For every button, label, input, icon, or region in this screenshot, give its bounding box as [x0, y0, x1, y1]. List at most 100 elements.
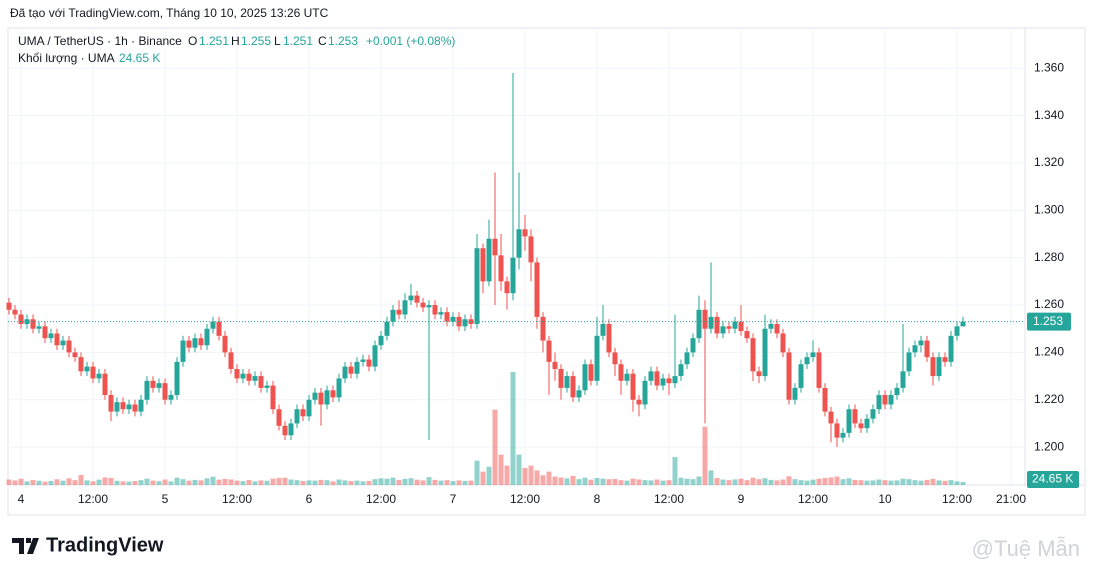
candle-body [918, 340, 924, 346]
volume-bar [384, 478, 390, 485]
volume-bar [420, 480, 426, 485]
candle-body [816, 352, 822, 388]
candle-body [162, 383, 168, 400]
candle-body [192, 338, 198, 348]
volume-bar [636, 479, 642, 485]
volume-bar [282, 477, 288, 485]
volume-bar [90, 481, 96, 485]
volume-bar [660, 480, 666, 485]
volume-bar [210, 476, 216, 485]
candle-body [864, 418, 870, 429]
candle-body [150, 380, 156, 388]
volume-bar [312, 480, 318, 485]
candle-body [492, 238, 498, 256]
volume-bar [252, 481, 258, 485]
volume-bar [792, 479, 798, 485]
high-label: H [231, 34, 240, 48]
volume-bar [822, 477, 828, 485]
candle-body [510, 257, 516, 294]
candle-body [390, 309, 396, 322]
candle-body [372, 345, 378, 367]
volume-bar [474, 460, 480, 485]
candle-body [732, 321, 738, 329]
volume-bar [804, 480, 810, 485]
x-tick-label: 10 [878, 492, 892, 506]
candle-body [420, 302, 426, 308]
volume-bar [564, 478, 570, 485]
candle-body [762, 328, 768, 377]
candle-body [120, 402, 126, 410]
volume-layer [6, 372, 966, 485]
candle-body [78, 357, 84, 372]
candle-body [450, 316, 456, 322]
logo: TradingView [12, 534, 164, 556]
candle-body [636, 399, 642, 405]
candle-body [222, 335, 228, 353]
volume-bar [876, 479, 882, 485]
volume-bar [96, 479, 102, 485]
candle-body [876, 395, 882, 410]
volume-bar [432, 479, 438, 485]
candle-body [474, 248, 480, 324]
volume-bar [882, 480, 888, 485]
volume-bar [222, 478, 228, 485]
volume-tag [1027, 471, 1079, 488]
candle-body [540, 316, 546, 341]
candle-body [774, 323, 780, 334]
volume-bar [504, 465, 510, 485]
candle-body [882, 395, 888, 405]
candle-body [498, 255, 504, 282]
candle-body [342, 366, 348, 379]
candle-body [60, 340, 66, 346]
volume-bar [318, 479, 324, 485]
y-tick-label: 1.200 [1034, 439, 1064, 453]
volume-bar [342, 480, 348, 485]
candle-body [798, 364, 804, 388]
candle-body [780, 333, 786, 353]
candle-body [834, 423, 840, 438]
candle-body [138, 399, 144, 412]
candle-body [606, 323, 612, 353]
candle-body [102, 373, 108, 396]
volume-bar [930, 478, 936, 485]
volume-bar [36, 480, 42, 485]
volume-bar [672, 457, 678, 485]
volume-bar [300, 480, 306, 485]
volume-bar [960, 482, 966, 485]
candle-body [306, 399, 312, 417]
volume-bar [468, 480, 474, 485]
volume-bar [732, 479, 738, 485]
candle-body [282, 425, 288, 436]
volume-bar [84, 480, 90, 485]
volume-bar [912, 480, 918, 485]
low-label: L [274, 34, 281, 48]
volume-bar [942, 480, 948, 485]
candle-body [522, 229, 528, 237]
candle-body [198, 338, 204, 346]
candle-body [18, 314, 24, 324]
candle-body [906, 352, 912, 372]
close-value: 1.253 [328, 34, 358, 48]
volume-bar [12, 480, 18, 485]
volume-bar [588, 479, 594, 485]
volume-bar [600, 478, 606, 485]
volume-bar [726, 480, 732, 485]
candle-body [504, 281, 510, 294]
candle-body [54, 333, 60, 346]
volume-bar [240, 481, 246, 485]
candle-body [144, 380, 150, 400]
candle-body [588, 364, 594, 381]
candle-body [240, 373, 246, 379]
volume-bar [48, 480, 54, 485]
volume-bar [450, 481, 456, 485]
volume-bar [522, 467, 528, 485]
volume-bar [630, 478, 636, 485]
volume-bar [540, 475, 546, 485]
watermark: @Tuệ Mẫn [972, 536, 1080, 561]
candle-body [558, 368, 564, 388]
candle-body [750, 338, 756, 372]
candle-body [690, 338, 696, 353]
candle-body [114, 402, 120, 412]
volume-bar [198, 480, 204, 485]
candle-body [84, 366, 90, 372]
